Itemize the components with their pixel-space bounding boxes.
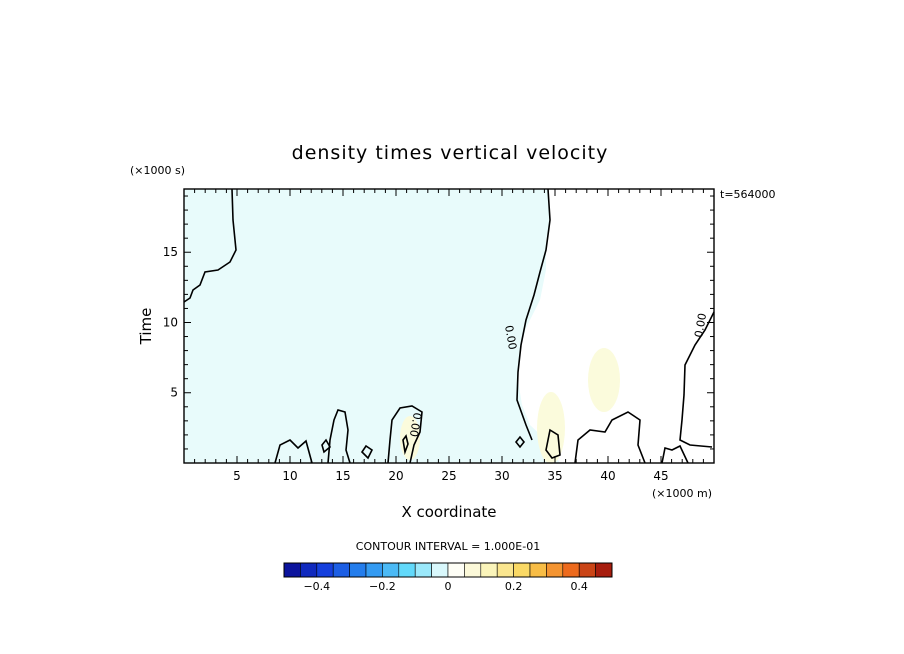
y-tick-label: 10 <box>163 315 178 329</box>
colorbar-tick-label: −0.4 <box>303 580 330 593</box>
colorbar-tick-label: 0 <box>445 580 452 593</box>
x-tick-label: 25 <box>441 469 456 483</box>
colorbar-cell <box>578 562 596 578</box>
contour-lines <box>183 188 715 464</box>
colorbar-tick-label: 0.2 <box>505 580 523 593</box>
colorbar-cell <box>562 562 580 578</box>
colorbar <box>283 562 613 578</box>
contour-blob-20 <box>387 405 423 464</box>
warm-patch-2 <box>588 348 620 412</box>
contour-small-1 <box>321 438 332 454</box>
colorbar-labels: −0.4 −0.2 0 0.2 0.4 <box>303 580 588 593</box>
contour-label-3: 0.00 <box>692 312 709 338</box>
contour-blob-left <box>274 439 313 464</box>
colorbar-cell <box>496 562 514 578</box>
x-tick-label: 5 <box>233 469 241 483</box>
contour-interval-text: CONTOUR INTERVAL = 1.000E-01 <box>356 540 540 553</box>
plot-area <box>184 189 714 464</box>
colorbar-cell <box>513 562 531 578</box>
x-unit-label: (×1000 m) <box>652 487 712 500</box>
colorbar-cell <box>398 562 416 578</box>
y-tick-label: 5 <box>170 386 178 400</box>
contour-label-2: 0.00 <box>407 411 424 437</box>
x-axis-label: X coordinate <box>401 503 496 521</box>
x-axis-ticks: 5 10 15 20 25 30 35 40 45 <box>194 189 704 483</box>
colorbar-cell <box>414 562 432 578</box>
colorbar-tick-label: −0.2 <box>369 580 396 593</box>
colorbar-cell <box>595 562 613 578</box>
x-tick-label: 35 <box>547 469 562 483</box>
colorbar-cell <box>382 562 400 578</box>
colorbar-cell <box>529 562 547 578</box>
contour-blob-22 <box>402 434 409 456</box>
contour-blob-38 <box>574 411 646 464</box>
y-tick-label: 15 <box>163 245 178 259</box>
colorbar-frame <box>283 562 613 578</box>
zero-field <box>518 189 714 463</box>
colorbar-cell <box>365 562 383 578</box>
contour-blob-35 <box>545 428 561 459</box>
x-tick-label: 45 <box>653 469 668 483</box>
contour-line-right <box>679 311 715 448</box>
colorbar-cell <box>546 562 564 578</box>
y-unit-label: (×1000 s) <box>130 164 185 177</box>
contour-line-middle <box>516 188 551 441</box>
y-axis-label: Time <box>137 308 155 346</box>
time-stamp: t=564000 <box>720 188 776 201</box>
colorbar-cell <box>332 562 350 578</box>
contour-label-1: 0.00 <box>502 324 519 350</box>
x-tick-label: 40 <box>600 469 615 483</box>
x-tick-label: 30 <box>494 469 509 483</box>
y-axis-ticks: 5 10 15 <box>163 195 714 450</box>
contour-blob-15 <box>327 409 351 464</box>
colorbar-cell <box>349 562 367 578</box>
colorbar-cell <box>316 562 334 578</box>
colorbar-tick-label: 0.4 <box>570 580 588 593</box>
colorbar-cell <box>283 562 301 578</box>
colorbar-cell <box>447 562 465 578</box>
x-tick-label: 10 <box>282 469 297 483</box>
colorbar-cell <box>480 562 498 578</box>
colorbar-cell <box>431 562 449 578</box>
contour-line-left <box>183 188 237 303</box>
contour-small-2 <box>360 444 374 460</box>
chart-title: density times vertical velocity <box>292 142 609 164</box>
contour-small-3 <box>514 435 526 449</box>
colorbar-cell <box>464 562 482 578</box>
warm-patch-1 <box>537 392 565 464</box>
colorbar-cell <box>300 562 318 578</box>
x-tick-label: 15 <box>335 469 350 483</box>
contour-blob-45 <box>661 444 689 464</box>
x-tick-label: 20 <box>388 469 403 483</box>
